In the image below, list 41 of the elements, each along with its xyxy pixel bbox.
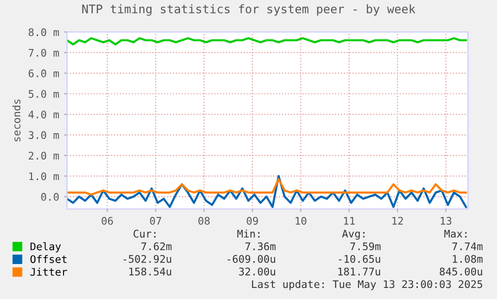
y-tick-label: 0.0 [41, 192, 59, 201]
x-tick-label: 08 [198, 216, 210, 225]
x-tick-label: 07 [150, 216, 162, 225]
chart-title: NTP timing statistics for system peer - by week [82, 4, 416, 16]
y-tick-label: 7.0 m [28, 48, 59, 57]
text: 181.77u [338, 268, 380, 276]
text: -502.92u [124, 254, 172, 263]
text: Min: [237, 230, 260, 238]
line-series [67, 178, 468, 196]
line-series [67, 37, 468, 46]
text: 32.00u [239, 268, 276, 276]
text: 158.54u [129, 268, 172, 276]
legend-label: Delay [30, 242, 61, 252]
y-tick-label: 3.0 m [28, 131, 59, 140]
y-tick-label: 6.0 m [28, 69, 59, 78]
x-tick-label: 10 [296, 216, 306, 225]
y-axis-title: seconds [12, 100, 20, 142]
y-tick-label: 1.0 m [29, 172, 59, 180]
text: Avg: [342, 230, 364, 240]
y-tick-label: 8.0 m [28, 28, 59, 36]
text: 845.00u [440, 268, 482, 276]
legend-label: Jitter [30, 268, 68, 276]
text: Cur: [134, 230, 156, 238]
x-tick-label: 11 [344, 217, 355, 225]
text: 1.08m [452, 254, 483, 263]
text: Last update: Tue May 13 23:00:03 2025 [252, 280, 482, 290]
text: 7.59m [350, 242, 381, 250]
text: -609.00u [228, 254, 276, 263]
x-tick-label: 06 [102, 216, 113, 225]
y-tick-label: 4.0 m [28, 110, 59, 118]
text: 7.36m [245, 242, 276, 250]
x-tick-label: 13 [440, 216, 452, 225]
legend-label: Offset [30, 255, 66, 264]
x-tick-label: 12 [392, 216, 403, 225]
text: 7.74m [452, 242, 483, 250]
y-tick-label: 2.0 m [28, 152, 59, 160]
x-tick-label: 09 [246, 216, 258, 225]
y-tick-label: 5.0 m [28, 90, 59, 98]
text: 7.62m [141, 242, 172, 250]
text: -10.65u [338, 254, 380, 263]
text: Max: [444, 230, 466, 238]
